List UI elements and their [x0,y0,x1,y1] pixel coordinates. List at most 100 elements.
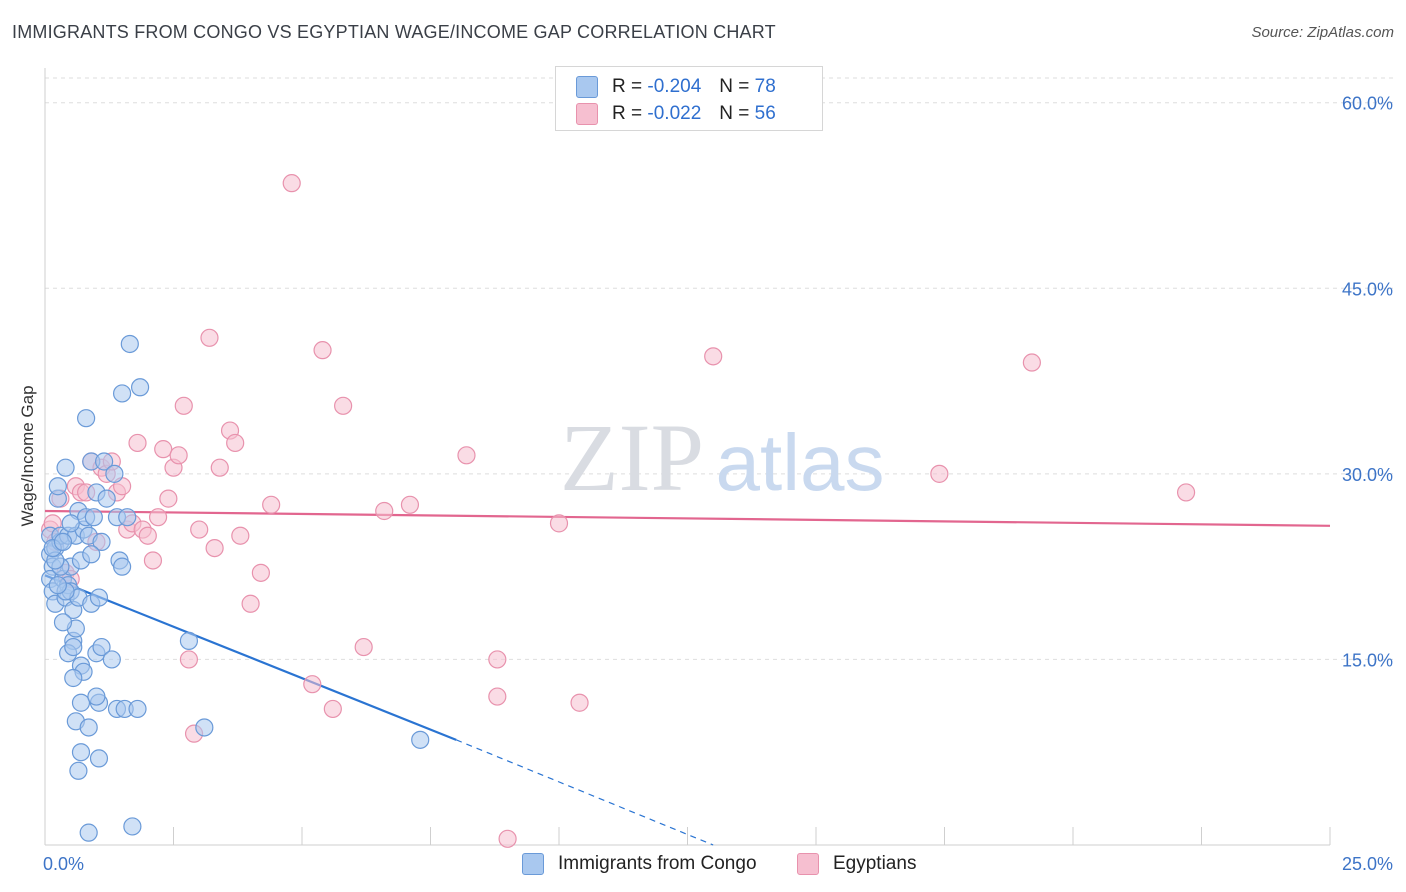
x-tick-label: 0.0% [43,854,84,874]
congo-point [71,693,91,712]
egypt-point [179,650,199,669]
egypt-swatch-icon [576,103,598,125]
congo-point [53,532,73,552]
legend-item-congo[interactable]: Immigrants from Congo [522,852,757,876]
egypt-point [570,693,589,712]
egypt-point [498,829,517,848]
congo-point [105,464,124,483]
congo-point [112,557,132,576]
congo-point [411,730,430,749]
legend-r-label: R = [612,103,643,124]
congo-point [48,576,67,595]
axes [44,68,1331,846]
congo-point [64,637,83,657]
watermark-zip: ZIP [560,404,704,511]
legend-row-egypt: R = -0.022 N = 56 [576,102,776,126]
congo-point [56,458,75,477]
egypt-point [226,433,245,453]
egypt-trend-line [44,509,1331,527]
egypt-point [334,396,353,415]
congo-point [71,743,91,762]
gridlines [45,77,1395,660]
legend-r-value: -0.204 [647,76,702,97]
egypt-point [251,563,270,582]
egypt-point [241,594,260,613]
egypt-point [262,495,281,514]
legend-r-value: -0.022 [647,103,702,124]
congo-point [64,668,83,688]
congo-point [95,452,114,471]
congo-point [89,588,109,607]
congo-point [87,687,106,706]
legend-row-congo: R = -0.204 N = 78 [576,75,776,99]
congo-point [123,817,142,836]
egypt-point [704,347,723,366]
congo-point [120,334,139,354]
y-tick-label: 15.0% [1342,650,1393,670]
congo-point [118,508,137,527]
congo-point [61,514,80,533]
egypt-point [488,687,507,706]
egypt-point [549,514,569,533]
egypt-point [190,520,209,539]
egypt-point [303,675,322,694]
congo-point [92,532,111,552]
egypt-point [930,464,949,483]
legend-item-egypt[interactable]: Egyptians [797,852,916,876]
legend-r-label: R = [612,76,643,97]
egypt-point [128,433,147,453]
egypt-point [210,458,229,477]
congo-point [48,477,67,496]
chart-title: IMMIGRANTS FROM CONGO VS EGYPTIAN WAGE/I… [12,22,776,42]
congo-point [112,384,132,403]
egypt-point [138,526,157,545]
congo-point [79,718,98,737]
egypt-point [231,526,250,545]
y-tick-label: 30.0% [1342,465,1393,485]
congo-point [195,718,214,737]
congo-point [102,650,121,669]
trend-lines [44,509,1331,846]
egypt-point [169,446,188,465]
congo-point [179,631,199,650]
congo-legend-icon [522,853,544,875]
congo-point [130,378,150,397]
egypt-point [205,538,224,558]
egypt-point [282,174,301,193]
congo-point [92,637,111,657]
watermark: ZIP atlas [560,404,884,511]
egypt-point [457,446,476,465]
legend-label-congo: Immigrants from Congo [558,853,757,874]
congo-point [128,699,147,719]
stats-legend: R = -0.204 N = 78 R = -0.022 N = 56 [555,66,823,131]
legend-label-egypt: Egyptians [833,853,917,874]
watermark-atlas: atlas [716,418,885,507]
egypt-point [200,328,219,347]
egypt-legend-icon [797,853,819,875]
egypt-point [313,341,332,360]
data-points [41,174,1196,848]
x-tick-label: 25.0% [1342,854,1393,874]
legend-n-value: 56 [754,103,776,124]
congo-trend-extension [455,739,714,846]
congo-point [84,508,103,527]
congo-trend-line [44,574,457,741]
egypt-point [323,699,342,719]
source-label: Source: ZipAtlas.com [1251,24,1394,41]
congo-point [53,613,73,632]
egypt-point [148,508,168,527]
congo-point [89,749,109,768]
egypt-point [1176,483,1196,502]
egypt-point [1022,353,1041,372]
egypt-point [400,495,420,514]
congo-swatch-icon [576,76,598,98]
egypt-point [159,489,178,508]
legend-n-value: 78 [754,76,776,97]
congo-point [82,545,101,564]
congo-point [77,409,96,428]
egypt-point [375,501,394,521]
y-tick-label: 45.0% [1342,279,1393,299]
congo-point [69,761,88,780]
egypt-point [488,650,507,669]
